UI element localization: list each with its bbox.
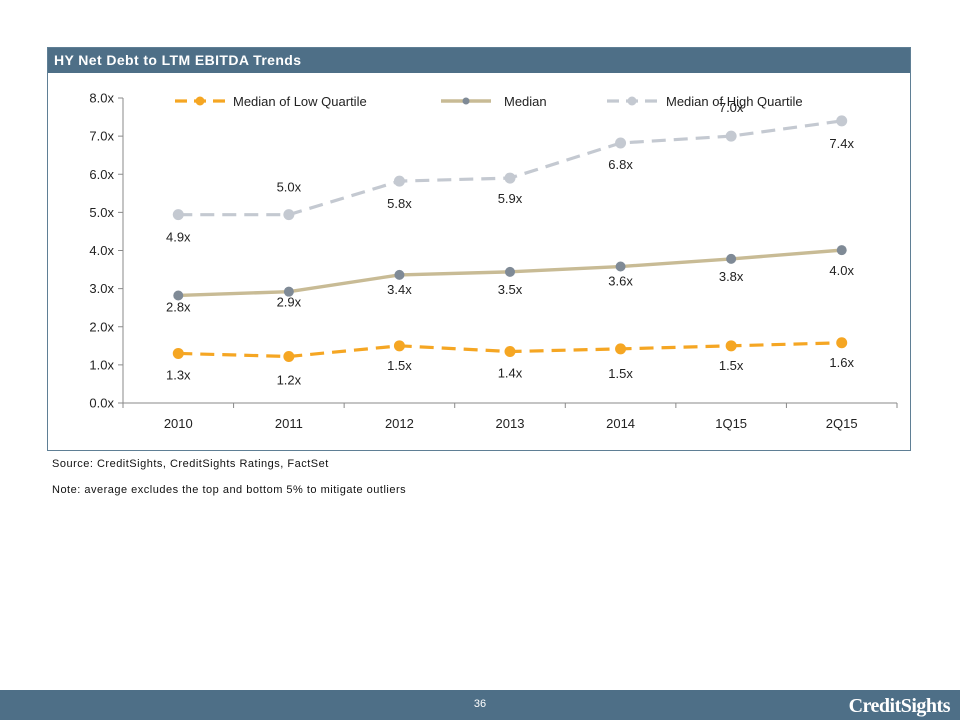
x-tick-label: 2Q15 [826, 416, 858, 431]
data-label: 2.9x [277, 295, 302, 310]
data-label: 3.8x [719, 269, 744, 284]
data-point [836, 337, 848, 349]
x-tick-label: 2011 [275, 416, 303, 431]
legend-swatch-marker [627, 96, 637, 106]
data-label: 5.9x [498, 191, 523, 206]
data-point [836, 245, 847, 256]
data-label: 1.4x [498, 366, 523, 381]
chart-axes: 0.0x 1.0x 2.0x 3.0x 4.0x 5.0x 6.0x 7.0x 8.0x 2010… [89, 91, 898, 431]
line-chart: 0.0x 1.0x 2.0x 3.0x 4.0x 5.0x 6.0x 7.0x 8.0x 2010… [89, 91, 898, 431]
y-tick-label: 0.0x [89, 396, 114, 411]
data-point [283, 209, 295, 221]
data-point [615, 261, 626, 272]
data-point [172, 347, 184, 359]
creditsights-logo: CreditSights [848, 695, 951, 717]
data-label: 1.2x [277, 372, 302, 387]
y-tick-label: 1.0x [89, 357, 114, 372]
x-tick-label: 2012 [385, 416, 414, 431]
legend-item: Median [441, 94, 547, 109]
data-label: 6.8x [608, 157, 633, 172]
page-number: 36 [473, 698, 487, 710]
data-label: 1.5x [608, 366, 633, 381]
data-point [504, 172, 516, 184]
legend-item: Median of High Quartile [607, 94, 803, 109]
data-label: 3.4x [387, 282, 412, 297]
data-point [283, 286, 294, 297]
y-tick-label: 4.0x [89, 243, 114, 258]
data-label: 5.0x [277, 180, 302, 195]
data-point [393, 340, 405, 352]
data-point [725, 130, 737, 142]
data-label: 7.0x [719, 100, 744, 115]
data-point [615, 343, 627, 355]
x-tick-label: 2010 [164, 416, 193, 431]
source-note: Source: CreditSights, CreditSights Ratin… [52, 458, 329, 470]
series-0: 1.3x 1.2x 1.5x 1.4x 1.5x 1.5x 1.6x [166, 337, 854, 387]
data-point [615, 137, 627, 149]
y-tick-label: 3.0x [89, 281, 114, 296]
data-label: 1.6x [829, 355, 854, 370]
data-point [726, 253, 737, 264]
series-1: 2.8x 2.9x 3.4x 3.5x 3.6x 3.8x 4.0x [166, 245, 854, 314]
legend-swatch-marker [195, 96, 205, 106]
chart-title: HY Net Debt to LTM EBITDA Trends [48, 48, 910, 73]
data-point [394, 269, 405, 280]
legend-label: Median of High Quartile [666, 94, 803, 109]
data-point [504, 346, 516, 358]
data-point [393, 175, 405, 187]
y-tick-label: 8.0x [89, 91, 114, 106]
footnote: Note: average excludes the top and botto… [52, 484, 407, 496]
data-label: 5.8x [387, 196, 412, 211]
data-point [172, 209, 184, 221]
data-label: 1.3x [166, 367, 191, 382]
data-label: 7.4x [829, 136, 854, 151]
data-label: 1.5x [719, 358, 744, 373]
data-label: 4.0x [829, 263, 854, 278]
data-point [283, 350, 295, 362]
y-tick-label: 2.0x [89, 319, 114, 334]
x-tick-label: 1Q15 [715, 416, 747, 431]
data-point [505, 266, 515, 277]
chart-panel: HY Net Debt to LTM EBITDA Trends [47, 47, 911, 451]
y-tick-label: 6.0x [89, 167, 114, 182]
data-point [725, 340, 737, 352]
data-label: 3.6x [608, 274, 633, 289]
chart-legend: Median of Low Quartile Median Median of Hi… [175, 94, 803, 109]
y-tick-label: 7.0x [89, 129, 114, 144]
data-point [836, 115, 848, 127]
page-footer: 36 CreditSights [0, 690, 960, 720]
data-label: 4.9x [166, 230, 191, 245]
chart-series: 1.3x 1.2x 1.5x 1.4x 1.5x 1.5x 1.6x 2.8x 2.9x 3.4x… [166, 100, 855, 387]
legend-label: Median [504, 94, 547, 109]
x-tick-label: 2014 [606, 416, 635, 431]
legend-swatch-marker [462, 97, 470, 105]
legend-item: Median of Low Quartile [175, 94, 367, 109]
y-tick-label: 5.0x [89, 205, 114, 220]
data-label: 1.5x [387, 358, 412, 373]
x-tick-label: 2013 [496, 416, 525, 431]
data-label: 2.8x [166, 299, 191, 314]
series-2: 4.9x 5.0x 5.8x 5.9x 6.8x 7.0x 7.4x [166, 100, 855, 245]
legend-label: Median of Low Quartile [233, 94, 367, 109]
data-point [173, 290, 184, 301]
data-label: 3.5x [498, 282, 523, 297]
